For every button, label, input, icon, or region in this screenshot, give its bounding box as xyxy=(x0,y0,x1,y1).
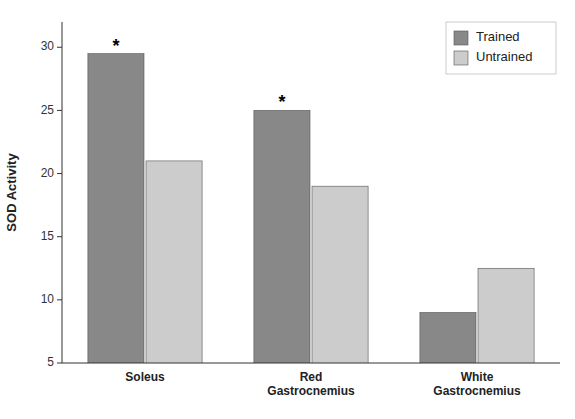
bar xyxy=(312,186,368,363)
annotation: * xyxy=(112,36,119,56)
annotation: * xyxy=(278,92,285,112)
annotations: ** xyxy=(112,36,285,113)
y-tick xyxy=(57,299,62,300)
bar xyxy=(478,268,534,363)
x-tick-label-line: Gastrocnemius xyxy=(267,384,355,398)
legend: Trained Untrained xyxy=(446,22,556,74)
x-tick-label-line: Gastrocnemius xyxy=(433,384,521,398)
axes: 51015202530SoleusRedGastrocnemiusWhiteGa… xyxy=(41,22,560,398)
bars xyxy=(88,54,534,363)
legend-label: Trained xyxy=(476,29,520,44)
y-tick-label: 30 xyxy=(41,39,55,53)
legend-swatch xyxy=(454,51,468,65)
x-tick-label-line: White xyxy=(461,370,494,384)
x-tick-label-line: Red xyxy=(300,370,323,384)
bar xyxy=(146,161,202,363)
y-tick-label: 15 xyxy=(41,229,55,243)
y-tick xyxy=(57,363,62,364)
bar xyxy=(420,312,476,363)
legend-label: Untrained xyxy=(476,49,532,64)
y-tick-label: 5 xyxy=(47,355,54,369)
y-tick xyxy=(57,47,62,48)
bar xyxy=(254,110,310,363)
y-tick xyxy=(57,236,62,237)
x-tick-label: RedGastrocnemius xyxy=(267,370,355,398)
chart: 51015202530SoleusRedGastrocnemiusWhiteGa… xyxy=(0,0,575,419)
x-tick-label: Soleus xyxy=(125,370,165,384)
x-tick-label-line: Soleus xyxy=(125,370,165,384)
y-tick-label: 10 xyxy=(41,292,55,306)
y-tick-label: 25 xyxy=(41,103,55,117)
y-tick-label: 20 xyxy=(41,166,55,180)
x-tick-label: WhiteGastrocnemius xyxy=(433,370,521,398)
x-axis-line xyxy=(62,363,560,364)
y-axis-line xyxy=(62,22,63,363)
legend-box xyxy=(446,22,556,74)
y-axis-label: SOD Activity xyxy=(4,153,19,232)
legend-swatch xyxy=(454,31,468,45)
y-tick xyxy=(57,173,62,174)
bar xyxy=(88,54,144,363)
y-tick xyxy=(57,110,62,111)
